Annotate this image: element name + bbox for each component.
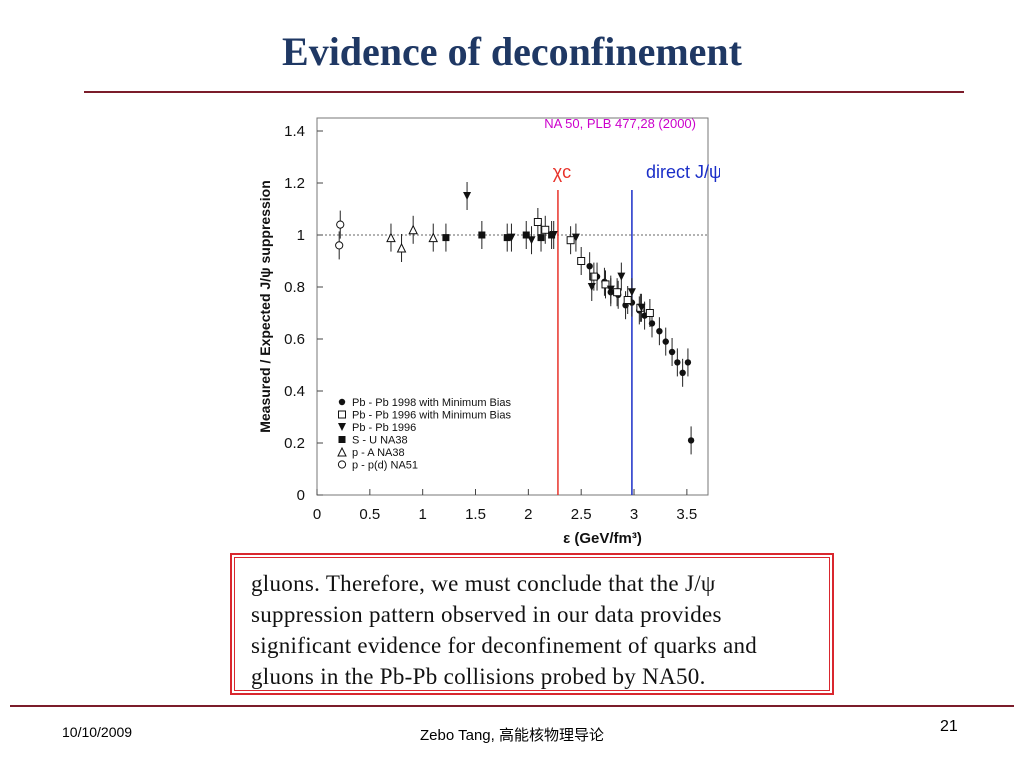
quote-line: suppression pattern observed in our data…	[251, 602, 722, 627]
footer-divider	[10, 705, 1014, 707]
y-tick-label: 0.2	[284, 435, 305, 452]
data-point	[617, 272, 626, 281]
quote-box: gluons. Therefore, we must conclude that…	[230, 553, 834, 695]
data-point	[428, 232, 439, 243]
data-point	[336, 220, 345, 229]
x-axis-label: ε (GeV/fm³)	[563, 530, 642, 547]
data-point	[386, 232, 396, 243]
legend-marker	[337, 460, 347, 469]
data-point	[645, 309, 654, 317]
x-tick-label: 0	[313, 506, 321, 523]
data-point	[586, 263, 593, 270]
y-tick-label: 0.8	[284, 279, 305, 296]
threshold-label: χc	[553, 162, 571, 182]
data-point	[656, 328, 663, 335]
data-point	[648, 320, 656, 327]
data-point	[533, 218, 542, 226]
data-point	[503, 234, 511, 242]
suppression-chart: 0 0.5 1 1.5 2 2.5 3 3.5 0 0.2 0.4 0.6 0.8 1 1.2 1.4 ε (G…	[257, 116, 720, 547]
x-tick-label: 2.5	[571, 506, 592, 523]
x-tick-label: 1.5	[465, 506, 486, 523]
x-tick-label: 3	[630, 506, 638, 523]
x-tick-label: 0.5	[359, 506, 380, 523]
data-point	[577, 257, 586, 265]
slide-title: Evidence of deconfinement	[282, 29, 742, 74]
y-tick-label: 0	[297, 487, 305, 504]
legend-marker	[338, 436, 346, 443]
data-point	[623, 296, 632, 304]
quote-line: gluons. Therefore, we must conclude that…	[251, 571, 716, 596]
data-point	[606, 285, 615, 294]
legend-label: Pb - Pb 1996	[352, 422, 416, 434]
data-point	[541, 225, 550, 234]
legend-label: p - A NA38	[352, 447, 405, 459]
data-point	[587, 283, 596, 291]
data-point	[687, 437, 695, 444]
y-tick-label: 1.2	[284, 175, 305, 192]
legend-label: Pb - Pb 1998 with Minimum Bias	[352, 397, 511, 409]
footer-date: 10/10/2009	[62, 724, 133, 740]
data-point	[537, 234, 545, 242]
data-point	[589, 272, 598, 281]
data-point	[396, 242, 407, 253]
data-point	[442, 234, 450, 242]
quote-text: gluons. Therefore, we must conclude that…	[234, 557, 830, 691]
legend-marker	[338, 410, 346, 419]
data-point	[601, 280, 610, 289]
data-point	[662, 338, 669, 345]
data-point	[522, 231, 530, 239]
data-point	[679, 369, 686, 376]
data-point	[335, 241, 344, 250]
x-tick-label: 1	[419, 506, 427, 523]
data-point	[674, 359, 681, 366]
data-point	[571, 233, 580, 242]
y-tick-label: 1	[297, 227, 305, 244]
x-tick-label: 2	[524, 506, 532, 523]
y-tick-label: 0.4	[284, 383, 305, 400]
data-point	[668, 348, 676, 356]
plot-frame	[316, 117, 709, 496]
data-point	[627, 288, 636, 297]
data-point	[478, 231, 486, 239]
legend-marker	[337, 446, 347, 457]
quote-line: significant evidence for deconfinement o…	[251, 633, 758, 658]
legend-label: p - p(d) NA51	[352, 460, 418, 472]
y-tick-label: 1.4	[284, 123, 305, 140]
title-divider	[84, 91, 964, 93]
legend-label: S - U NA38	[352, 435, 408, 447]
quote-line: gluons in the Pb-Pb collisions probed by…	[251, 664, 706, 689]
legend-marker	[338, 398, 346, 406]
page-number: 21	[940, 718, 958, 735]
footer-author: Zebo Tang, 高能核物理导论	[420, 727, 604, 744]
threshold-label: direct J/ψ	[646, 162, 720, 182]
x-tick-label: 3.5	[676, 506, 697, 523]
y-tick-label: 0.6	[284, 331, 305, 348]
y-axis-label: Measured / Expected J/ψ suppression	[257, 180, 273, 433]
legend-label: Pb - Pb 1996 with Minimum Bias	[352, 410, 511, 422]
data-point	[408, 224, 418, 235]
data-point	[463, 192, 472, 200]
data-point	[548, 231, 556, 239]
data-point	[684, 359, 692, 366]
legend-marker	[338, 423, 346, 431]
data-point	[637, 303, 646, 312]
data-point	[566, 236, 575, 245]
reference-annotation: NA 50, PLB 477,28 (2000)	[544, 116, 696, 131]
data-point	[613, 288, 622, 297]
